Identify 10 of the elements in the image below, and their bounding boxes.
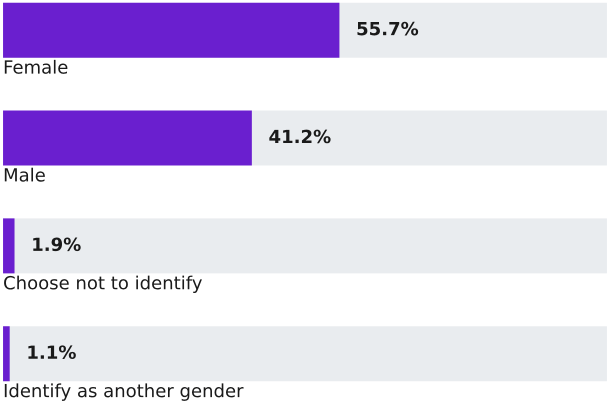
data-label: 1.9% xyxy=(33,237,81,252)
bar xyxy=(3,326,10,382)
y-tick-label: Identify as another gender xyxy=(4,383,244,401)
data-label: 1.1% xyxy=(28,345,76,359)
bar xyxy=(3,218,15,274)
data-label: 55.7% xyxy=(357,22,418,36)
y-tick-label: Choose not to identify xyxy=(4,276,202,294)
data-label: 41.2% xyxy=(269,130,331,144)
y-tick-label: Male xyxy=(4,168,45,182)
y-tick-label: Female xyxy=(4,60,68,74)
